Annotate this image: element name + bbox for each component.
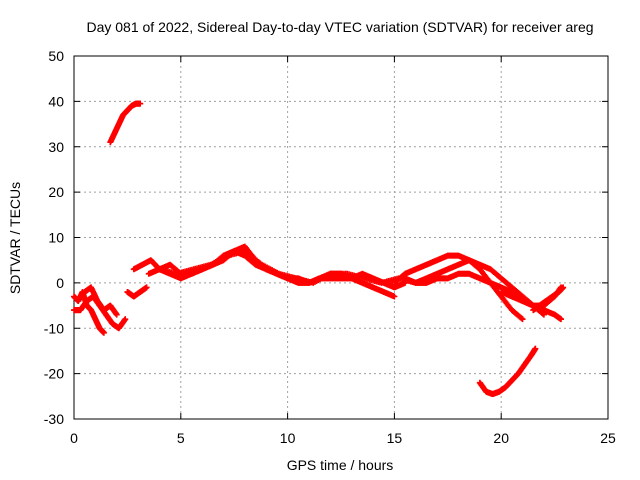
ticks: 0 5 10 15 20 25 -30 -20 -10 0 10 20 30 40 50	[44, 48, 616, 446]
series-arc-late-5	[530, 284, 567, 314]
x-axis-title: GPS time / hours	[287, 457, 394, 473]
y-tick-label: -10	[44, 320, 64, 336]
y-tick-label: -30	[44, 411, 64, 427]
y-tick-label: 40	[48, 93, 64, 109]
series-arc-early-2	[71, 293, 129, 332]
data-point	[143, 284, 150, 291]
data-point-interp	[518, 315, 525, 322]
data-point	[532, 345, 539, 352]
series-arc-short-a	[124, 284, 150, 300]
data-point	[122, 316, 129, 323]
series-arc-early-3	[81, 284, 120, 318]
data-point	[137, 100, 144, 107]
y-tick-label: -20	[44, 366, 64, 382]
series-arc-low	[476, 345, 539, 398]
y-tick-label: 30	[48, 139, 64, 155]
x-tick-label: 25	[600, 430, 616, 446]
chart-title: Day 081 of 2022, Sidereal Day-to-day VTE…	[86, 19, 593, 35]
series-layer	[71, 100, 567, 398]
x-tick-label: 5	[177, 430, 185, 446]
series-arc-main-3	[156, 248, 419, 286]
x-tick-label: 10	[280, 430, 296, 446]
data-point	[100, 329, 107, 336]
data-point	[391, 293, 398, 300]
data-point	[558, 316, 565, 323]
data-point	[113, 311, 120, 318]
grid	[74, 56, 608, 419]
data-point	[519, 316, 526, 323]
y-axis-title: SDTVAR / TECUs	[7, 182, 23, 294]
x-tick-label: 20	[493, 430, 509, 446]
y-tick-label: 50	[48, 48, 64, 64]
y-tick-label: 0	[56, 275, 64, 291]
data-point	[560, 284, 567, 291]
series-arc-high	[107, 100, 144, 146]
x-tick-label: 0	[70, 430, 78, 446]
y-tick-label: 10	[48, 230, 64, 246]
x-tick-label: 15	[387, 430, 403, 446]
y-tick-label: 20	[48, 184, 64, 200]
